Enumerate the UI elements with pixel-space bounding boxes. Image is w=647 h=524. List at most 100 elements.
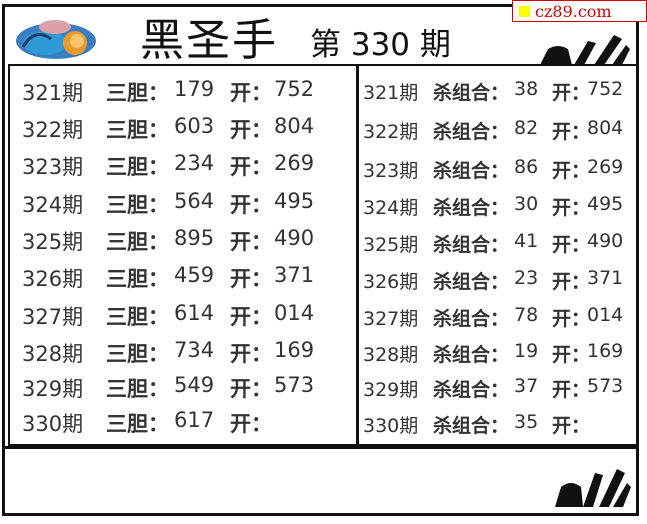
- pick-label: 三胆：: [106, 193, 169, 217]
- pick-value: 895: [174, 226, 215, 250]
- open-value: 573: [587, 375, 624, 397]
- pick-value: 734: [174, 338, 215, 362]
- pick-value: 41: [514, 230, 539, 252]
- pick-label: 杀组合：: [433, 197, 510, 219]
- pick-value: 179: [174, 77, 215, 101]
- open-label: 开：: [230, 230, 272, 254]
- period-cell: 323期: [363, 160, 419, 182]
- open-label: 开：: [552, 271, 591, 293]
- period-cell: 325期: [363, 234, 419, 256]
- period-cell: 324期: [363, 197, 419, 219]
- pick-label: 三胆：: [106, 412, 169, 436]
- period-cell: 330期: [22, 412, 84, 436]
- period-cell: 327期: [22, 305, 84, 329]
- period-cell: 329期: [363, 379, 419, 401]
- pick-value: 19: [514, 340, 539, 362]
- period-cell: 321期: [22, 81, 84, 105]
- pick-label: 三胆：: [106, 81, 169, 105]
- period-cell: 322期: [22, 118, 84, 142]
- issue-suffix: 期: [419, 27, 451, 63]
- issue-number: 330: [350, 27, 411, 63]
- pick-label: 三胆：: [106, 118, 169, 142]
- open-label: 开：: [552, 308, 591, 330]
- open-value: 752: [587, 78, 624, 100]
- open-label: 开：: [552, 234, 591, 256]
- pick-label: 三胆：: [106, 230, 169, 254]
- period-cell: 321期: [363, 82, 419, 104]
- open-value: 269: [587, 156, 624, 178]
- pick-label: 杀组合：: [433, 308, 510, 330]
- period-cell: 323期: [22, 155, 84, 179]
- period-cell: 328期: [22, 342, 84, 366]
- period-cell: 326期: [363, 271, 419, 293]
- open-label: 开：: [552, 379, 591, 401]
- open-label: 开：: [552, 415, 591, 437]
- open-label: 开：: [230, 81, 272, 105]
- open-value: 490: [274, 226, 315, 250]
- open-value: 371: [587, 267, 624, 289]
- ok-hand-icon: [540, 35, 630, 65]
- pick-value: 86: [514, 156, 539, 178]
- pick-label: 杀组合：: [433, 415, 510, 437]
- pick-value: 23: [514, 267, 539, 289]
- site-badge[interactable]: cz89.com: [512, 0, 647, 22]
- pick-label: 三胆：: [106, 377, 169, 401]
- pick-value: 459: [174, 263, 215, 287]
- pick-value: 37: [514, 375, 539, 397]
- pick-value: 38: [514, 78, 539, 100]
- open-value: 804: [587, 117, 624, 139]
- pick-label: 杀组合：: [433, 82, 510, 104]
- logo-emblem-icon: [16, 20, 96, 59]
- open-label: 开：: [552, 160, 591, 182]
- pick-label: 杀组合：: [433, 160, 510, 182]
- open-value: 490: [587, 230, 624, 252]
- open-label: 开：: [552, 197, 591, 219]
- open-label: 开：: [230, 305, 272, 329]
- open-value: 269: [274, 151, 315, 175]
- pick-value: 82: [514, 117, 539, 139]
- issue-label: 第 330 期: [310, 27, 451, 63]
- open-label: 开：: [230, 412, 272, 436]
- open-label: 开：: [230, 267, 272, 291]
- footer-area: [5, 446, 637, 517]
- pick-label: 杀组合：: [433, 121, 510, 143]
- open-label: 开：: [552, 121, 591, 143]
- pick-label: 三胆：: [106, 342, 169, 366]
- open-value: 014: [587, 304, 624, 326]
- open-label: 开：: [552, 82, 591, 104]
- pick-value: 78: [514, 304, 539, 326]
- open-value: 804: [274, 114, 315, 138]
- open-value: 371: [274, 263, 315, 287]
- open-label: 开：: [552, 344, 591, 366]
- pick-label: 杀组合：: [433, 344, 510, 366]
- pick-value: 617: [174, 408, 215, 432]
- period-cell: 330期: [363, 415, 419, 437]
- pick-value: 30: [514, 193, 539, 215]
- period-cell: 325期: [22, 230, 84, 254]
- header: 黑圣手 第 330 期: [5, 7, 637, 66]
- pick-label: 杀组合：: [433, 379, 510, 401]
- open-label: 开：: [230, 377, 272, 401]
- pick-value: 234: [174, 151, 215, 175]
- pick-label: 三胆：: [106, 305, 169, 329]
- right-table-panel: 321期 杀组合： 38 开： 752 322期 杀组合： 82 开： 804 323期 杀组合： 86…: [356, 64, 638, 446]
- open-label: 开：: [230, 193, 272, 217]
- pick-value: 549: [174, 373, 215, 397]
- pick-label: 三胆：: [106, 155, 169, 179]
- open-value: 495: [274, 189, 315, 213]
- pick-label: 三胆：: [106, 267, 169, 291]
- open-value: 752: [274, 77, 315, 101]
- open-label: 开：: [230, 118, 272, 142]
- period-cell: 328期: [363, 344, 419, 366]
- open-value: 014: [274, 301, 315, 325]
- left-table-panel: 321期 三胆： 179 开： 752 322期 三胆： 603 开： 804 323期 三胆： 234…: [8, 64, 358, 446]
- page-title: 黑圣手: [140, 15, 278, 66]
- pick-value: 603: [174, 114, 215, 138]
- site-badge-text: cz89.com: [535, 2, 612, 21]
- yellow-square-icon: [519, 6, 530, 17]
- period-cell: 326期: [22, 267, 84, 291]
- open-value: 495: [587, 193, 624, 215]
- period-cell: 329期: [22, 377, 84, 401]
- open-value: 169: [587, 340, 624, 362]
- open-value: 169: [274, 338, 315, 362]
